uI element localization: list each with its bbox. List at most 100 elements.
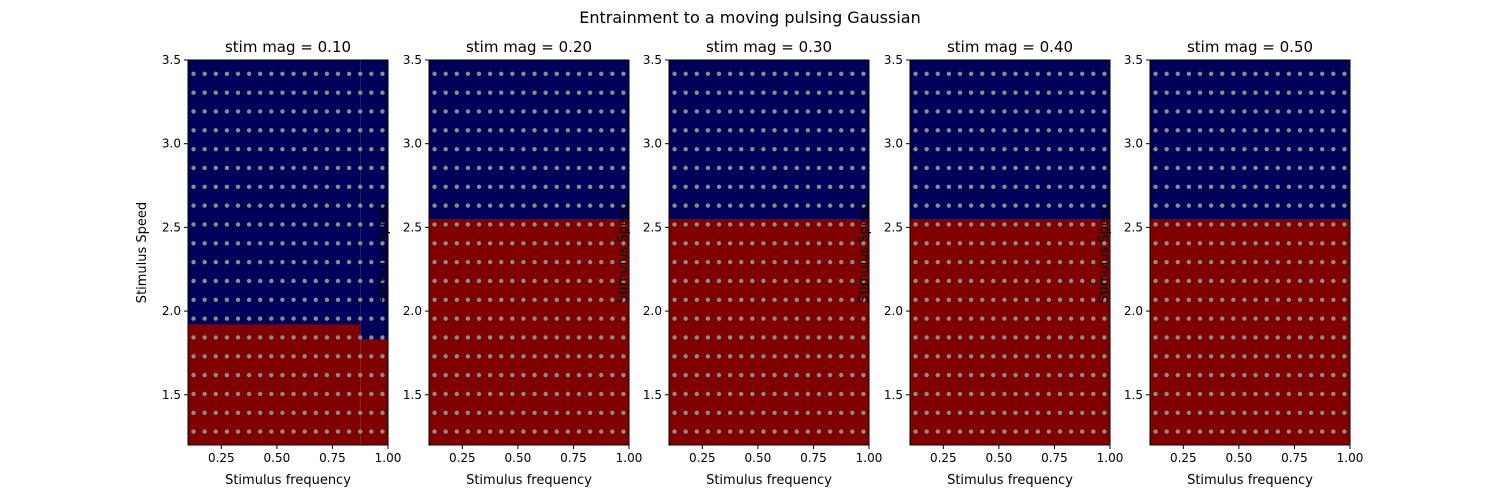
sample-point — [565, 90, 571, 95]
sample-point — [1242, 71, 1247, 77]
sample-point — [1275, 146, 1280, 152]
sample-point — [1013, 372, 1018, 378]
sample-point — [246, 203, 252, 208]
sample-point — [1242, 410, 1247, 415]
sample-point — [1068, 278, 1074, 284]
sample-point — [683, 259, 688, 265]
sample-point — [335, 372, 341, 378]
sample-point — [487, 222, 493, 227]
sample-point — [1091, 259, 1096, 265]
sample-point — [1320, 429, 1325, 434]
sample-point — [246, 354, 252, 359]
sample-point — [465, 128, 471, 133]
sample-point — [1297, 259, 1303, 265]
sample-point — [861, 278, 866, 284]
sample-point — [380, 128, 385, 133]
sample-point — [1046, 90, 1052, 95]
sample-point — [957, 184, 963, 189]
sample-point — [739, 278, 744, 284]
x-tick-label: 0.50 — [1226, 451, 1253, 465]
x-axis-label: Stimulus frequency — [706, 473, 832, 488]
sample-point — [235, 354, 241, 359]
x-tick-label: 0.50 — [745, 451, 772, 465]
sample-point — [1057, 165, 1063, 171]
sample-point — [1308, 203, 1314, 208]
sample-point — [1102, 146, 1107, 152]
sample-point — [380, 109, 385, 114]
sample-point — [672, 146, 677, 152]
sample-point — [1035, 128, 1040, 133]
sample-point — [1002, 429, 1007, 434]
sample-point — [191, 335, 196, 340]
sample-point — [694, 241, 699, 246]
sample-point — [1091, 184, 1096, 189]
sample-point — [1275, 222, 1280, 227]
sample-point — [1091, 335, 1096, 340]
sample-point — [235, 297, 241, 302]
sample-point — [554, 90, 559, 95]
sample-point — [1231, 297, 1236, 302]
sample-point — [521, 429, 526, 434]
sample-point — [1253, 203, 1258, 208]
sample-point — [705, 128, 711, 133]
sample-point — [324, 90, 330, 95]
sample-point — [191, 146, 196, 152]
sample-point — [1308, 90, 1314, 95]
sample-point — [750, 203, 755, 208]
sample-point — [816, 109, 822, 114]
sample-point — [235, 184, 241, 189]
sample-point — [1024, 165, 1029, 171]
sample-point — [246, 429, 252, 434]
x-tick-label: 1.00 — [375, 451, 402, 465]
sample-point — [794, 128, 799, 133]
sample-point — [794, 90, 799, 95]
sample-point — [1068, 429, 1074, 434]
sample-point — [1342, 410, 1347, 415]
sample-point — [772, 316, 777, 321]
y-axis-label: Stimulus Speed — [376, 202, 391, 303]
sample-point — [783, 297, 788, 302]
y-tick-label: 3.0 — [1124, 137, 1143, 151]
sample-point — [1197, 297, 1203, 302]
y-tick-label: 3.0 — [884, 137, 903, 151]
sample-point — [358, 297, 363, 302]
sample-point — [727, 165, 733, 171]
sample-point — [1102, 259, 1107, 265]
y-tick-label: 1.5 — [884, 388, 903, 402]
sample-point — [1297, 429, 1303, 434]
sample-point — [1197, 278, 1203, 284]
sample-point — [302, 109, 307, 114]
sample-point — [1153, 165, 1158, 171]
sample-point — [750, 71, 755, 77]
sample-point — [465, 241, 471, 246]
sample-point — [827, 71, 833, 77]
sample-point — [705, 259, 711, 265]
sample-point — [476, 71, 482, 77]
y-tick-label: 3.5 — [1124, 53, 1143, 67]
sample-point — [313, 391, 318, 397]
sample-point — [1208, 128, 1214, 133]
sample-point — [672, 109, 677, 114]
sample-point — [794, 335, 799, 340]
sample-point — [235, 316, 241, 321]
sample-point — [302, 165, 307, 171]
sample-point — [716, 429, 722, 434]
sample-point — [1286, 90, 1292, 95]
sample-point — [727, 278, 733, 284]
sample-point — [783, 410, 788, 415]
sample-point — [1242, 146, 1247, 152]
sample-point — [957, 316, 963, 321]
sample-point — [1342, 222, 1347, 227]
sample-point — [739, 297, 744, 302]
sample-point — [850, 165, 855, 171]
sample-point — [369, 146, 374, 152]
sample-point — [1002, 354, 1007, 359]
sample-point — [324, 297, 330, 302]
sample-point — [543, 146, 548, 152]
sample-point — [510, 90, 515, 95]
sample-point — [783, 146, 788, 152]
sample-point — [716, 354, 722, 359]
plot-area — [910, 60, 1110, 445]
sample-point — [705, 165, 711, 171]
sample-point — [861, 316, 866, 321]
